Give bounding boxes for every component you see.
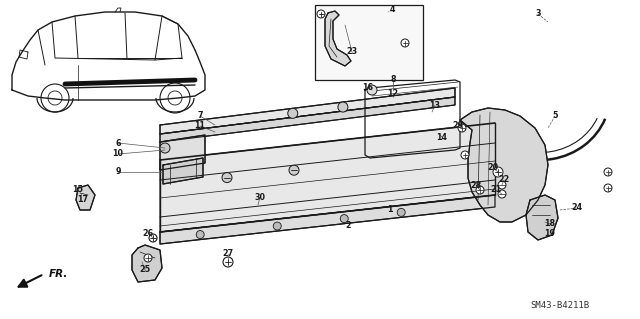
- Polygon shape: [76, 185, 95, 210]
- Circle shape: [367, 85, 377, 95]
- FancyBboxPatch shape: [315, 5, 423, 80]
- Text: SM43-B4211B: SM43-B4211B: [531, 300, 589, 309]
- Circle shape: [340, 215, 348, 223]
- Circle shape: [273, 222, 281, 230]
- Polygon shape: [160, 135, 205, 170]
- Circle shape: [493, 167, 503, 177]
- Text: 1: 1: [387, 205, 393, 214]
- Polygon shape: [160, 123, 495, 232]
- Circle shape: [144, 254, 152, 262]
- Polygon shape: [163, 158, 203, 184]
- Circle shape: [160, 143, 170, 153]
- Circle shape: [401, 39, 409, 47]
- Text: 4: 4: [389, 5, 395, 14]
- Text: 18: 18: [545, 219, 556, 228]
- Circle shape: [288, 108, 298, 118]
- Text: 13: 13: [429, 100, 440, 109]
- Polygon shape: [460, 108, 548, 222]
- Text: 28: 28: [470, 181, 482, 189]
- Circle shape: [338, 102, 348, 112]
- Text: 14: 14: [436, 132, 447, 142]
- Polygon shape: [526, 195, 558, 240]
- Circle shape: [498, 181, 506, 189]
- Text: 22: 22: [499, 175, 509, 184]
- Circle shape: [461, 151, 469, 159]
- Text: 7: 7: [197, 112, 203, 121]
- Circle shape: [604, 184, 612, 192]
- Polygon shape: [160, 97, 455, 142]
- Text: 6: 6: [115, 138, 121, 147]
- Text: 25: 25: [140, 265, 150, 275]
- Polygon shape: [160, 195, 495, 244]
- Text: 29: 29: [452, 121, 463, 130]
- Text: 26: 26: [143, 228, 154, 238]
- Circle shape: [317, 10, 325, 18]
- Circle shape: [223, 257, 233, 267]
- Text: 11: 11: [195, 122, 205, 130]
- Polygon shape: [132, 245, 162, 282]
- Text: 8: 8: [390, 76, 396, 85]
- Text: 2: 2: [345, 220, 351, 229]
- Text: 30: 30: [255, 192, 266, 202]
- Text: 20: 20: [488, 164, 499, 173]
- Text: 12: 12: [387, 88, 399, 98]
- Circle shape: [222, 173, 232, 182]
- Circle shape: [498, 190, 506, 198]
- Text: 15: 15: [72, 186, 83, 195]
- Text: FR.: FR.: [49, 269, 68, 279]
- Circle shape: [458, 124, 466, 132]
- Text: 19: 19: [545, 229, 556, 239]
- Circle shape: [196, 231, 204, 239]
- Polygon shape: [160, 88, 455, 134]
- Circle shape: [149, 234, 157, 242]
- Circle shape: [604, 168, 612, 176]
- Text: 9: 9: [115, 167, 121, 176]
- Text: 17: 17: [77, 195, 88, 204]
- Circle shape: [476, 186, 484, 194]
- Circle shape: [397, 208, 405, 216]
- Text: 3: 3: [535, 10, 541, 19]
- Text: 16: 16: [362, 84, 374, 93]
- Text: 21: 21: [490, 186, 502, 195]
- Circle shape: [289, 165, 299, 175]
- Text: 5: 5: [552, 112, 557, 121]
- Text: 27: 27: [223, 249, 234, 258]
- Polygon shape: [325, 11, 351, 66]
- Text: 24: 24: [572, 204, 582, 212]
- Text: 10: 10: [113, 150, 124, 159]
- Text: 23: 23: [346, 48, 358, 56]
